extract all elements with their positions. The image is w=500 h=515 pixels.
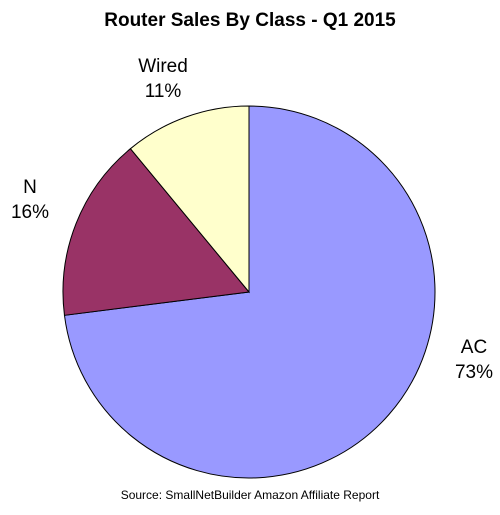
pie-slice-ac: [63, 105, 436, 479]
slice-percent-n: 16%: [11, 202, 49, 223]
slice-label-n: N: [23, 177, 37, 198]
slice-percent-wired: 11%: [145, 81, 182, 102]
pie-slice-n: [62, 147, 250, 316]
pie-slice-wired: [129, 105, 250, 294]
chart-source: Source: SmallNetBuilder Amazon Affiliate…: [120, 488, 380, 502]
slice-percent-ac: 73%: [455, 362, 493, 383]
slice-label-wired: Wired: [138, 56, 188, 77]
slice-label-ac: AC: [461, 337, 487, 358]
chart-title: Router Sales By Class - Q1 2015: [104, 10, 396, 31]
